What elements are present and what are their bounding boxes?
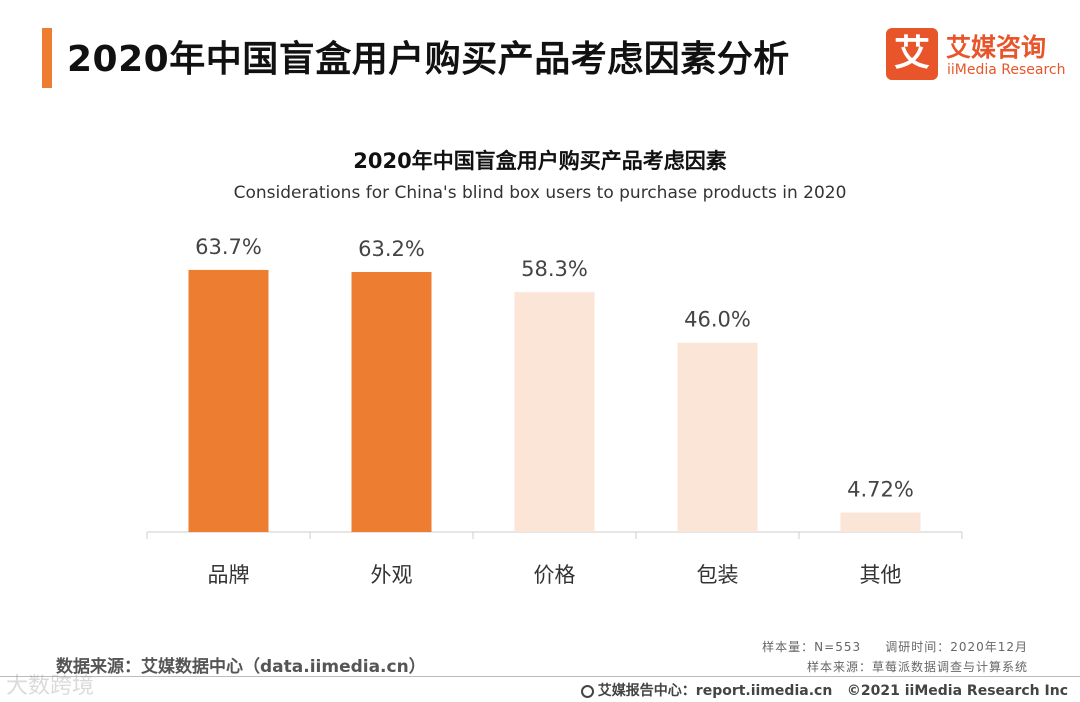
bar-4: [677, 342, 758, 532]
watermark: 大数跨境: [6, 674, 95, 699]
logo-mark-icon: 艾: [886, 28, 938, 80]
bar-5: [840, 512, 921, 532]
page-title: 2020年中国盲盒用户购买产品考虑因素分析: [67, 39, 790, 80]
logo-name-en: iiMedia Research: [947, 62, 1066, 78]
category-label: 价格: [534, 563, 576, 587]
title-accent-bar: [42, 28, 52, 88]
data-label: 63.7%: [195, 235, 262, 259]
logo-name-cn: 艾媒咨询: [946, 33, 1047, 62]
bar-2: [351, 271, 432, 532]
data-source: 数据来源：艾媒数据中心（data.iimedia.cn）: [56, 657, 426, 677]
copyright: ©2021 iiMedia Research Inc: [846, 683, 1068, 699]
report-center-link[interactable]: 艾媒报告中心：report.iimedia.cn: [597, 683, 833, 699]
category-label: 包装: [697, 563, 739, 587]
bar-3: [514, 292, 595, 532]
chart-subtitle: Considerations for China's blind box use…: [233, 183, 847, 203]
sample-source: 样本来源：草莓派数据调查与计算系统: [806, 660, 1028, 674]
category-label: 外观: [371, 563, 413, 587]
survey-time: 调研时间：2020年12月: [885, 640, 1028, 654]
globe-icon: [580, 685, 594, 698]
data-label: 58.3%: [521, 257, 588, 281]
data-label: 63.2%: [358, 237, 425, 261]
report-center[interactable]: 艾媒报告中心：report.iimedia.cn ©2021 iiMedia R…: [580, 680, 1068, 700]
bar-1: [188, 269, 269, 532]
footer-divider: [0, 676, 1080, 677]
sample-size: 样本量：N=553: [762, 640, 862, 654]
category-label: 品牌: [208, 563, 250, 587]
data-label: 4.72%: [847, 478, 914, 502]
chart-title: 2020年中国盲盒用户购买产品考虑因素: [353, 149, 727, 173]
iimedia-logo[interactable]: 艾 艾媒咨询 iiMedia Research: [886, 28, 1066, 82]
category-label: 其他: [860, 563, 902, 587]
data-label: 46.0%: [684, 308, 751, 332]
sample-info: 样本量：N=553 调研时间：2020年12月: [762, 638, 1028, 655]
